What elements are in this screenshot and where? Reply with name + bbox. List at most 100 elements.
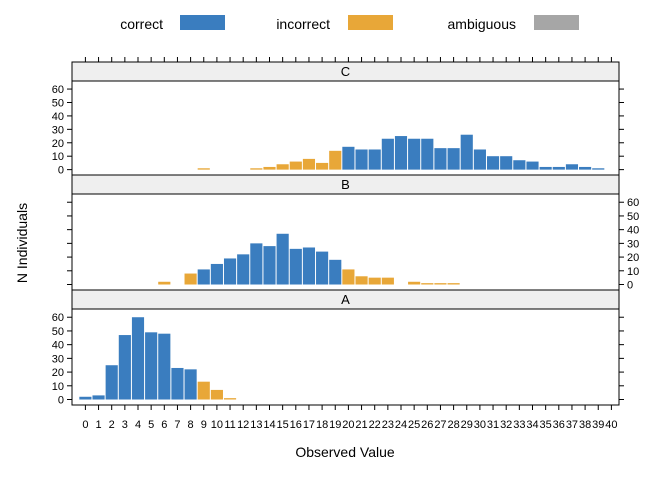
bar-B-27 bbox=[434, 283, 447, 285]
x-tick-label-22: 22 bbox=[369, 419, 381, 431]
panel-border-A bbox=[71, 308, 620, 406]
bar-B-13 bbox=[250, 243, 263, 285]
bar-A-8 bbox=[184, 369, 197, 400]
x-tick-label-20: 20 bbox=[342, 419, 354, 431]
bar-C-27 bbox=[434, 148, 447, 170]
bar-B-11 bbox=[223, 258, 237, 285]
bar-B-20 bbox=[342, 269, 355, 285]
x-axis-title: Observed Value bbox=[295, 444, 395, 460]
x-tick-label-12: 12 bbox=[237, 419, 249, 431]
x-tick-label-4: 4 bbox=[135, 419, 141, 431]
bar-C-18 bbox=[316, 162, 329, 170]
bar-B-25 bbox=[408, 281, 421, 285]
bar-C-22 bbox=[368, 149, 381, 170]
bar-A-5 bbox=[145, 332, 158, 400]
bar-C-33 bbox=[513, 160, 526, 170]
y-tick-label-B-10: 10 bbox=[627, 266, 639, 278]
bar-B-21 bbox=[355, 276, 368, 285]
bar-B-22 bbox=[368, 277, 381, 285]
x-tick-label-15: 15 bbox=[277, 419, 289, 431]
bar-C-39 bbox=[592, 168, 605, 170]
bar-C-34 bbox=[526, 161, 539, 170]
x-tick-label-34: 34 bbox=[526, 419, 538, 431]
bar-C-32 bbox=[500, 156, 513, 170]
x-tick-label-27: 27 bbox=[434, 419, 446, 431]
x-tick-label-2: 2 bbox=[109, 419, 115, 431]
x-tick-label-32: 32 bbox=[500, 419, 512, 431]
x-tick-label-5: 5 bbox=[148, 419, 154, 431]
bar-C-29 bbox=[460, 134, 473, 170]
bar-C-9 bbox=[197, 168, 210, 170]
y-tick-label-C-60: 60 bbox=[52, 84, 64, 96]
x-axis: 0 1 2 3 4 5 6 7 8 9 10 11 12 13 14 15 16 17 18 19 20 21 22 23 24… bbox=[82, 57, 618, 431]
bar-C-37 bbox=[565, 164, 579, 170]
bar-A-3 bbox=[118, 335, 131, 400]
y-tick-label-B-60: 60 bbox=[627, 197, 639, 209]
x-tick-label-36: 36 bbox=[553, 419, 565, 431]
x-tick-label-6: 6 bbox=[161, 419, 167, 431]
bar-B-19 bbox=[329, 259, 342, 285]
x-tick-label-40: 40 bbox=[605, 419, 617, 431]
bar-B-17 bbox=[302, 247, 316, 285]
x-tick-label-39: 39 bbox=[592, 419, 604, 431]
x-tick-label-9: 9 bbox=[201, 419, 207, 431]
y-axis-title: N Individuals bbox=[14, 203, 30, 283]
bar-C-17 bbox=[302, 158, 316, 170]
x-tick-label-23: 23 bbox=[382, 419, 394, 431]
bar-A-2 bbox=[105, 365, 118, 400]
bar-B-9 bbox=[197, 269, 210, 285]
bar-B-14 bbox=[263, 246, 276, 285]
y-tick-label-A-30: 30 bbox=[52, 353, 64, 365]
legend-label-incorrect: incorrect bbox=[276, 16, 330, 32]
legend: correct incorrect ambiguous bbox=[120, 15, 579, 32]
bar-C-38 bbox=[579, 166, 592, 170]
bar-B-23 bbox=[381, 277, 394, 285]
y-tick-label-B-0: 0 bbox=[627, 280, 633, 292]
x-tick-label-7: 7 bbox=[174, 419, 180, 431]
y-tick-label-B-20: 20 bbox=[627, 252, 639, 264]
bar-A-6 bbox=[158, 333, 171, 400]
x-tick-label-31: 31 bbox=[487, 419, 499, 431]
legend-swatch-incorrect bbox=[348, 15, 393, 30]
x-tick-label-1: 1 bbox=[95, 419, 101, 431]
strip-label-C: C bbox=[341, 64, 350, 79]
bar-C-19 bbox=[329, 150, 342, 170]
y-tick-label-C-30: 30 bbox=[52, 124, 64, 136]
y-tick-label-C-50: 50 bbox=[52, 97, 64, 109]
bar-C-28 bbox=[447, 148, 460, 170]
bar-A-10 bbox=[210, 389, 223, 400]
legend-label-ambiguous: ambiguous bbox=[448, 16, 517, 32]
bar-B-16 bbox=[289, 248, 302, 285]
x-tick-label-19: 19 bbox=[329, 419, 341, 431]
bar-C-31 bbox=[486, 156, 500, 170]
bar-A-4 bbox=[131, 317, 145, 400]
y-tick-label-C-40: 40 bbox=[52, 111, 64, 123]
x-tick-label-26: 26 bbox=[421, 419, 433, 431]
bar-C-21 bbox=[355, 149, 368, 170]
bar-C-36 bbox=[552, 166, 565, 170]
bar-C-14 bbox=[263, 166, 276, 170]
x-tick-label-21: 21 bbox=[355, 419, 367, 431]
bar-B-12 bbox=[237, 254, 250, 285]
x-tick-label-28: 28 bbox=[447, 419, 459, 431]
bar-C-30 bbox=[473, 149, 486, 170]
x-tick-label-14: 14 bbox=[263, 419, 275, 431]
bar-B-26 bbox=[421, 283, 434, 285]
x-tick-label-13: 13 bbox=[250, 419, 262, 431]
bar-B-10 bbox=[210, 263, 223, 285]
bar-A-11 bbox=[223, 398, 237, 400]
panels: C0102030405060B0102030405060A01020304050… bbox=[52, 61, 639, 407]
x-tick-label-0: 0 bbox=[82, 419, 88, 431]
x-tick-label-25: 25 bbox=[408, 419, 420, 431]
y-tick-label-A-60: 60 bbox=[52, 312, 64, 324]
bar-C-20 bbox=[342, 146, 355, 170]
bar-B-8 bbox=[184, 273, 197, 285]
bar-A-9 bbox=[197, 381, 210, 400]
bar-A-1 bbox=[92, 395, 105, 400]
x-tick-label-29: 29 bbox=[461, 419, 473, 431]
x-tick-label-8: 8 bbox=[188, 419, 194, 431]
bar-C-15 bbox=[276, 164, 289, 170]
